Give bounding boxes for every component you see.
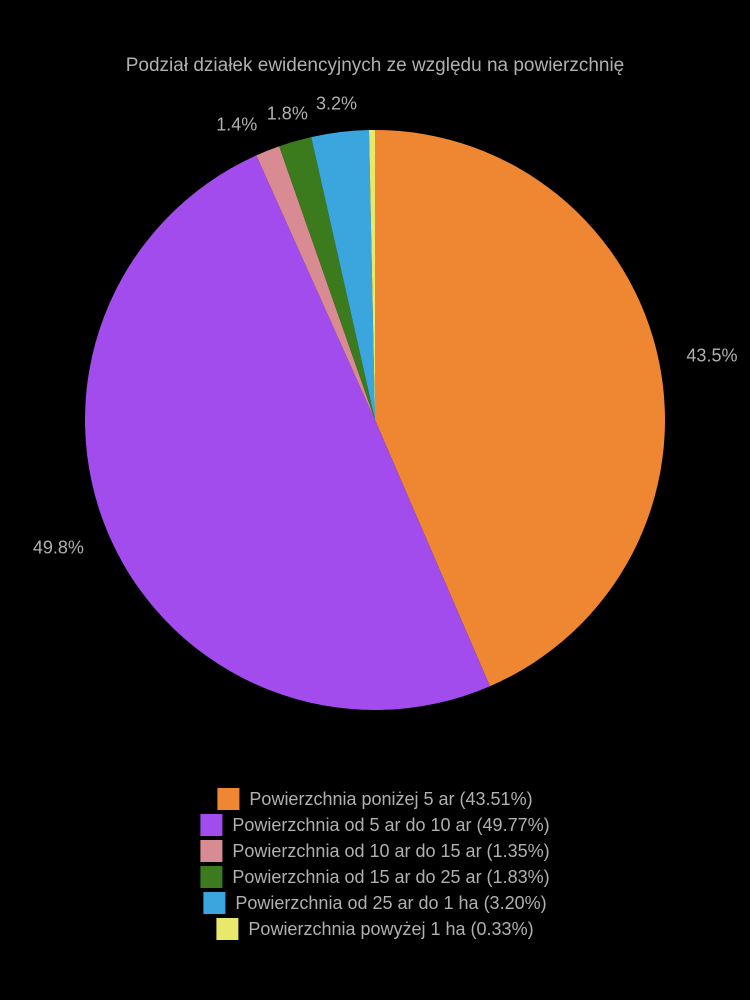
chart-container: Podział działek ewidencyjnych ze względu… [0,0,750,1000]
legend-item-1: Powierzchnia od 5 ar do 10 ar (49.77%) [200,814,549,836]
legend-swatch [200,814,222,836]
legend-item-2: Powierzchnia od 10 ar do 15 ar (1.35%) [200,840,549,862]
legend-text: Powierzchnia powyżej 1 ha (0.33%) [248,919,533,940]
legend-text: Powierzchnia od 5 ar do 10 ar (49.77%) [232,815,549,836]
legend-item-0: Powierzchnia poniżej 5 ar (43.51%) [217,788,532,810]
slice-label-3: 1.8% [267,104,308,125]
legend-text: Powierzchnia od 15 ar do 25 ar (1.83%) [232,867,549,888]
legend-swatch [203,892,225,914]
legend-text: Powierzchnia od 25 ar do 1 ha (3.20%) [235,893,546,914]
legend-swatch [216,918,238,940]
legend-swatch [217,788,239,810]
legend: Powierzchnia poniżej 5 ar (43.51%) Powier… [200,788,549,940]
slice-label-0: 43.5% [686,345,737,366]
slice-label-4: 3.2% [316,94,357,115]
slice-label-2: 1.4% [216,114,257,135]
pie-wrapper: 43.5%49.8%1.4%1.8%3.2% [75,120,675,720]
slice-label-1: 49.8% [33,538,84,559]
legend-swatch [200,840,222,862]
legend-swatch [200,866,222,888]
legend-item-3: Powierzchnia od 15 ar do 25 ar (1.83%) [200,866,549,888]
legend-text: Powierzchnia poniżej 5 ar (43.51%) [249,789,532,810]
chart-title: Podział działek ewidencyjnych ze względu… [0,0,750,77]
pie-chart [75,120,675,720]
legend-item-4: Powierzchnia od 25 ar do 1 ha (3.20%) [203,892,546,914]
legend-text: Powierzchnia od 10 ar do 15 ar (1.35%) [232,841,549,862]
legend-item-5: Powierzchnia powyżej 1 ha (0.33%) [216,918,533,940]
